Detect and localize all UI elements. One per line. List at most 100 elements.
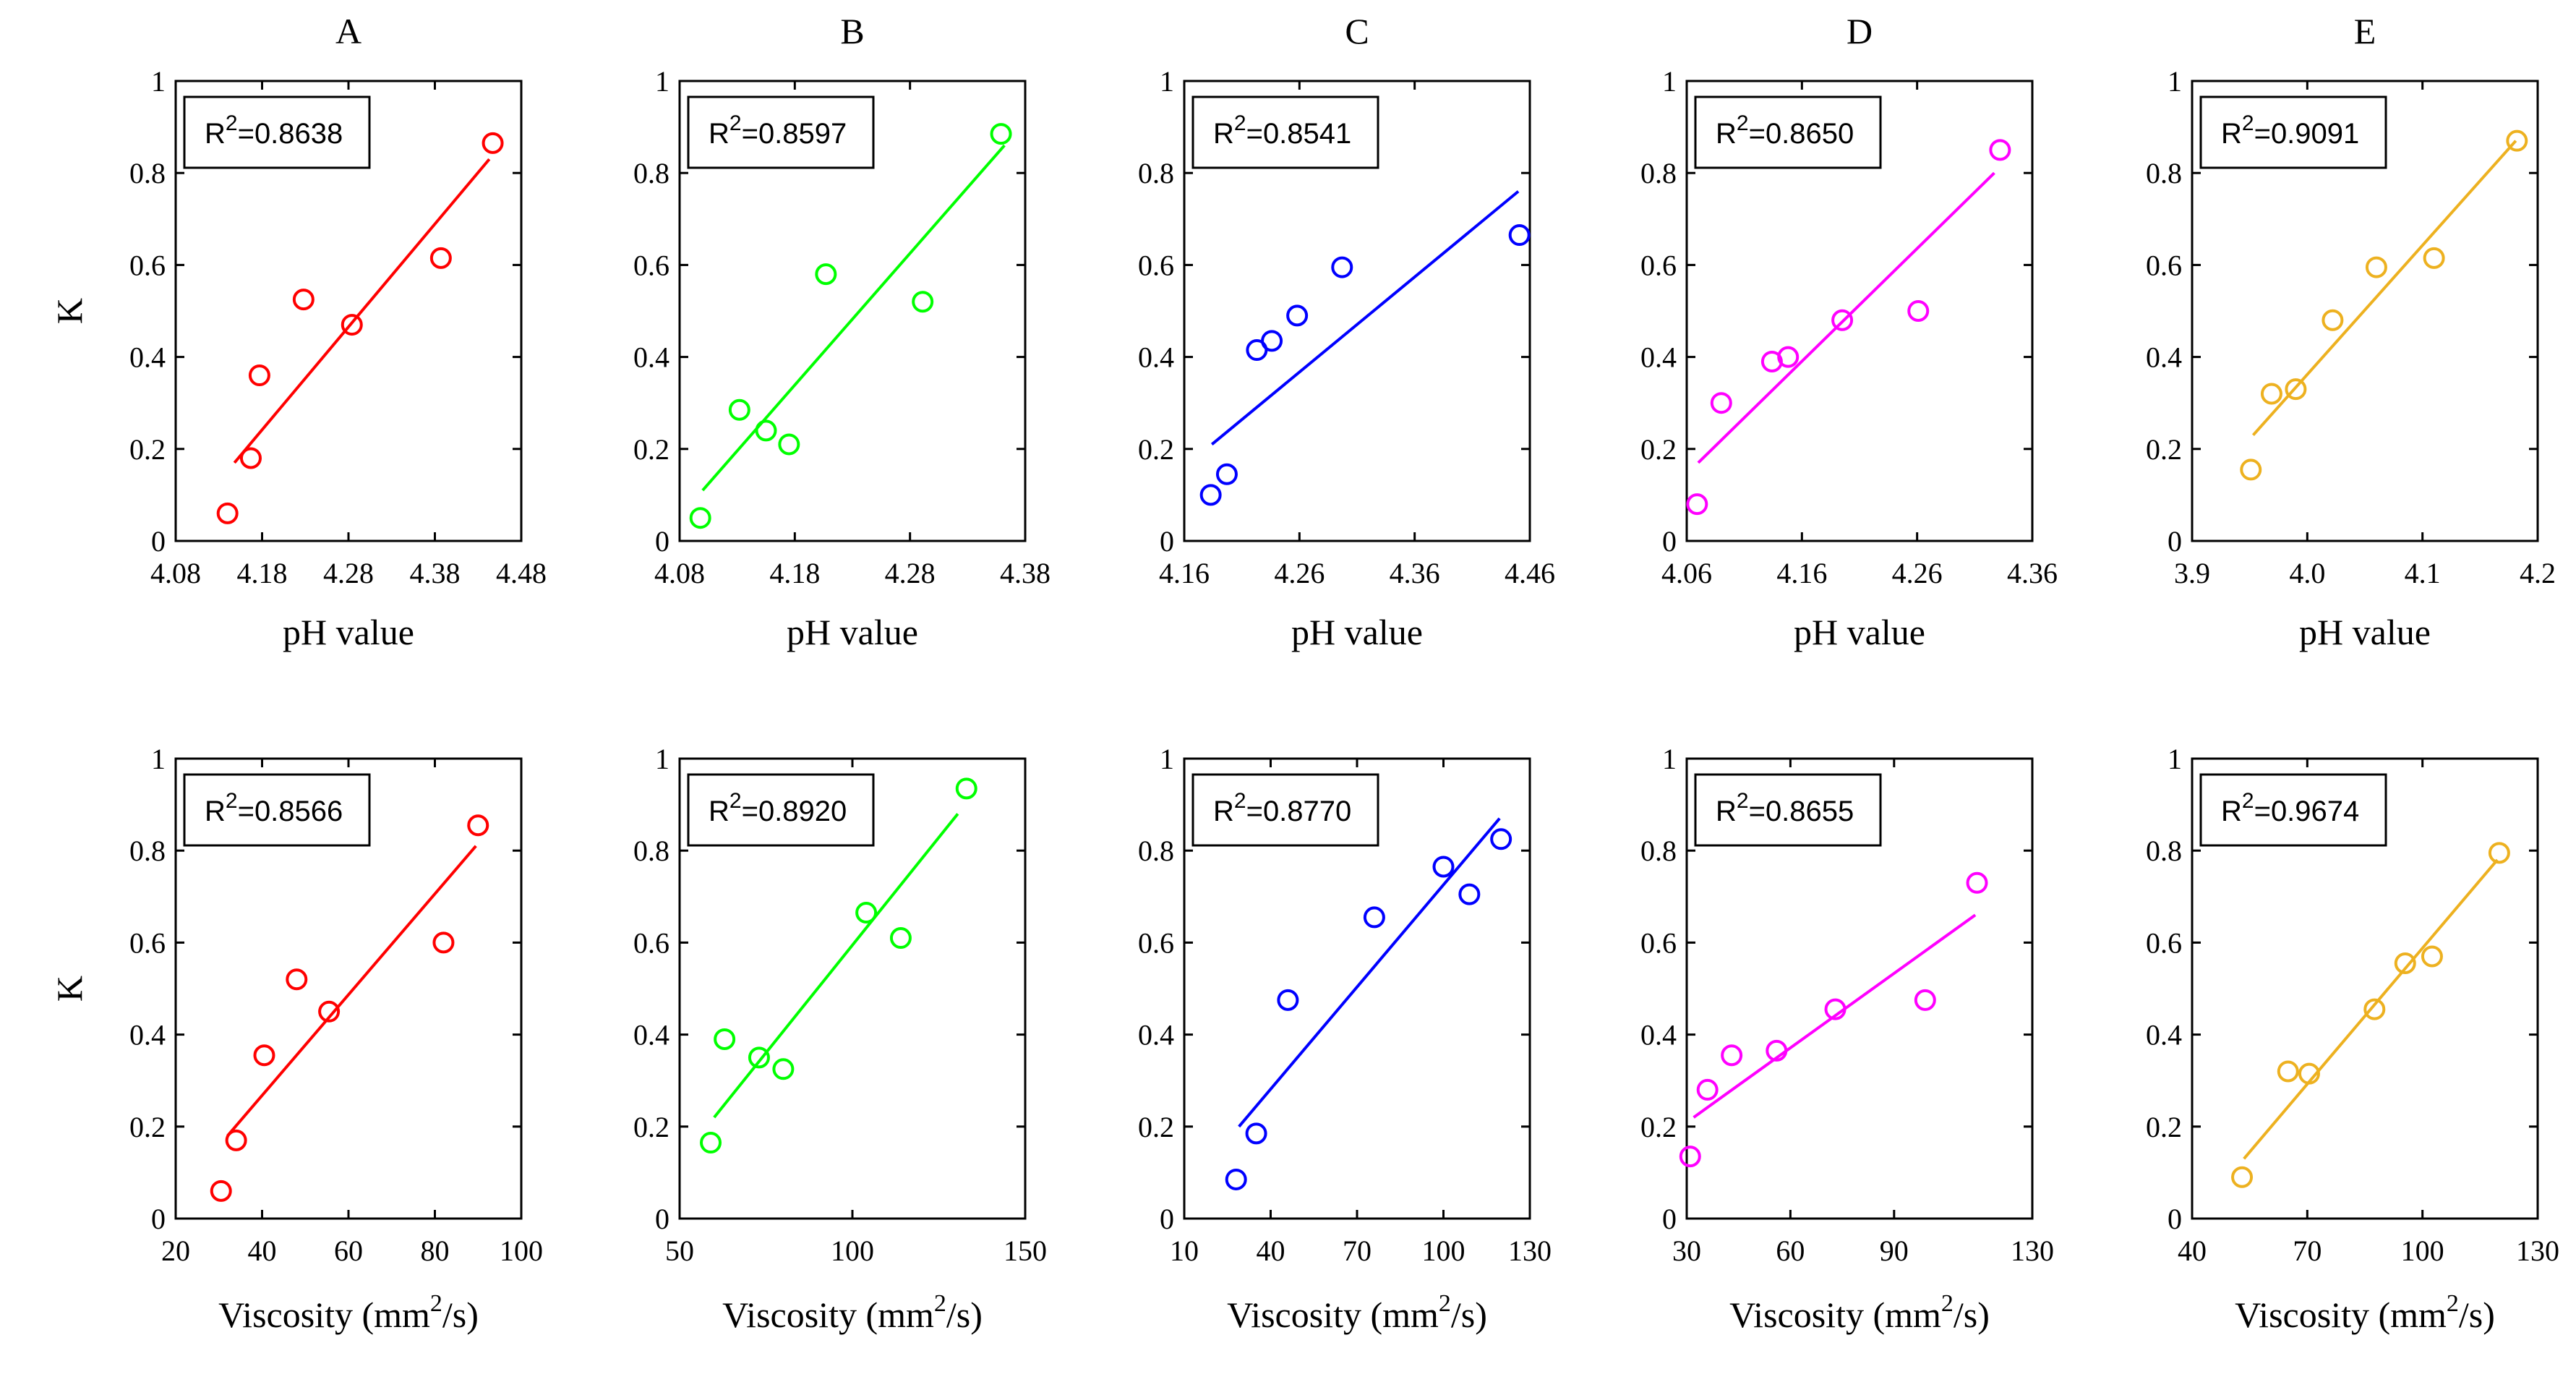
x-axis-label-unit: /s) [1451,1294,1487,1335]
x-tick-label: 4.28 [323,557,374,589]
data-point [1199,484,1222,506]
x-tick-label: 4.2 [2520,557,2556,589]
y-tick-label: 0 [655,525,669,558]
r-squared-value: =0.8655 [1749,795,1854,827]
x-tick-label: 100 [500,1234,543,1267]
r-squared-value: =0.8566 [238,795,343,827]
data-point [292,289,314,311]
data-point [1225,1168,1247,1190]
y-tick-label: 1 [151,743,166,775]
x-axis-label: pH value [2299,612,2431,652]
r-squared-superscript: 2 [1234,789,1246,813]
x-tick-label: 3.9 [2174,557,2210,589]
y-tick-label: 0.4 [633,1019,669,1052]
y-tick-label: 0.8 [129,835,166,867]
r-squared-base: R [1716,118,1737,150]
data-point [728,398,750,421]
data-point [889,927,912,950]
x-tick-label: 100 [1422,1234,1465,1267]
x-tick-label: 4.26 [1274,557,1325,589]
r-squared-box [183,95,371,169]
y-tick-label: 0.6 [1138,926,1174,959]
data-point [1261,330,1283,352]
y-axis-label: K [49,976,90,1002]
r-squared-label: R2=0.9091 [2221,111,2359,150]
x-tick-label: 4.36 [1390,557,1440,589]
y-tick-label: 0 [1160,1203,1174,1235]
y-tick-label: 0.6 [633,926,669,959]
column-title: A [335,11,361,51]
data-point [1215,463,1238,485]
y-tick-label: 0.8 [1640,835,1677,867]
data-point [1989,139,2011,161]
x-tick-label: 4.38 [1000,557,1050,589]
y-tick-label: 1 [2168,743,2182,775]
x-axis-label-superscript: 2 [934,1290,946,1317]
data-point [2506,129,2528,152]
y-tick-label: 0.4 [129,1019,166,1052]
data-point [2394,952,2416,975]
r-squared-label: R2=0.8566 [205,789,343,827]
x-axis-label-text: Viscosity (mm [722,1294,934,1335]
fit-line [1697,171,1995,464]
x-tick-label: 150 [1004,1234,1047,1267]
x-tick-label: 4.1 [2405,557,2441,589]
data-point [700,1132,722,1154]
y-tick-label: 1 [1662,743,1677,775]
x-tick-label: 90 [1880,1234,1909,1267]
y-tick-label: 0.2 [129,1111,166,1143]
r-squared-box [183,773,371,847]
data-point [1824,998,1847,1020]
y-tick-label: 0.4 [1138,341,1174,374]
data-point [2277,1060,2299,1083]
data-point [1686,493,1708,516]
r-squared-superscript: 2 [729,111,742,135]
x-axis-label: Viscosity (mm2/s) [2235,1290,2495,1335]
r-squared-label: R2=0.8597 [709,111,847,150]
x-tick-label: 130 [2011,1234,2054,1267]
data-point [2488,842,2510,864]
y-tick-label: 0.8 [2146,157,2182,189]
x-tick-label: 70 [2293,1234,2322,1267]
data-point [2285,378,2307,401]
y-tick-label: 1 [1160,65,1174,98]
x-axis-label: Viscosity (mm2/s) [1227,1290,1487,1335]
data-point [318,1000,341,1023]
y-tick-label: 0.8 [633,157,669,189]
r-squared-base: R [1213,118,1234,150]
x-axis-label-text: Viscosity (mm [1729,1294,1941,1335]
fit-line [1238,817,1501,1128]
x-tick-label: 4.36 [2007,557,2058,589]
data-point [714,1028,736,1050]
data-point [225,1129,247,1151]
x-axis-label-superscript: 2 [430,1290,442,1317]
r-squared-value: =0.8920 [742,795,847,827]
y-tick-label: 0.2 [1138,1111,1174,1143]
data-point [2322,309,2344,331]
r-squared-base: R [1213,795,1234,827]
data-point [778,433,800,456]
x-tick-label: 40 [248,1234,277,1267]
y-tick-label: 0.4 [1640,1019,1677,1052]
x-tick-label: 20 [161,1234,190,1267]
r-squared-box [1694,773,1882,847]
x-tick-label: 100 [831,1234,874,1267]
fit-line [1210,190,1520,445]
fit-line [2243,858,2499,1160]
r-squared-label: R2=0.8770 [1213,789,1351,827]
y-tick-label: 0.2 [1640,433,1677,466]
data-point [1286,304,1309,327]
column-title: B [840,11,864,51]
data-point [2298,1062,2320,1085]
x-axis-label-unit: /s) [2459,1294,2495,1335]
x-axis-label-unit: /s) [442,1294,479,1335]
y-tick-label: 0.6 [633,249,669,281]
r-squared-value: =0.8597 [742,118,847,150]
r-squared-base: R [205,795,226,827]
x-tick-label: 30 [1672,1234,1701,1267]
y-tick-label: 0.4 [633,341,669,374]
fit-line [233,158,491,464]
y-tick-label: 0.8 [633,835,669,867]
